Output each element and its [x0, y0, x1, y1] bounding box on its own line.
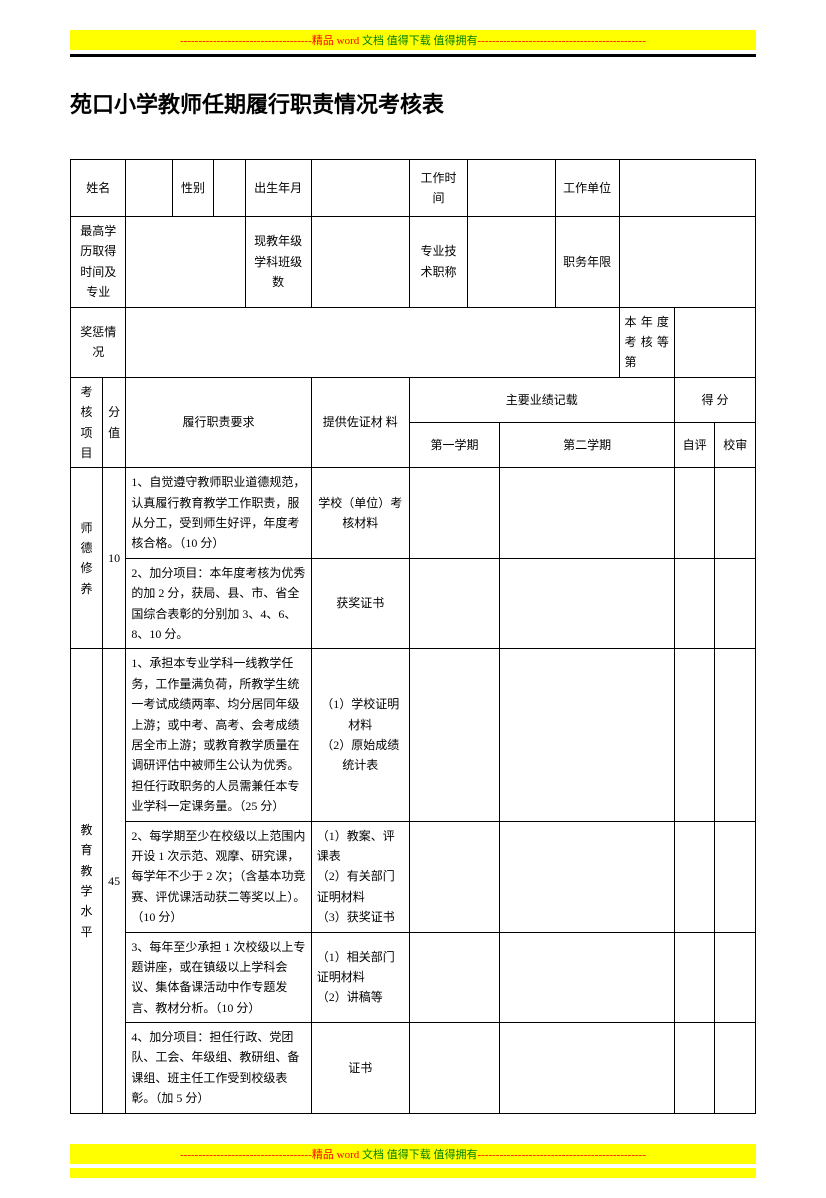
section1-row0-sem1	[409, 468, 500, 559]
section1-row0-ev: 学校（单位）考核材料	[311, 468, 409, 559]
section1-row0-sem2	[500, 468, 675, 559]
section2-row2-sem2	[500, 932, 675, 1023]
section2-row0-sem1	[409, 649, 500, 821]
val-gender	[213, 160, 245, 217]
label-workunit: 工作单位	[555, 160, 619, 217]
section2-row0-ev: （1）学校证明材料 （2）原始成绩统计表	[311, 649, 409, 821]
section1-row0-aud	[715, 468, 756, 559]
banner-word: word	[337, 35, 360, 47]
section2-row1-self	[674, 821, 714, 932]
label-yeargrade: 本年度考核等第	[619, 307, 674, 377]
label-protitle: 专业技术职称	[409, 217, 468, 308]
section2-row2-ev: （1）相关部门证明材料 （2）讲稿等	[311, 932, 409, 1023]
label-worktime: 工作时间	[409, 160, 468, 217]
banner2-prefix: 精品	[312, 1149, 334, 1161]
label-scoreval: 分值	[102, 377, 125, 468]
section2-row1-ev: （1）教案、评课表 （2）有关部门证明材料 （3）获奖证书	[311, 821, 409, 932]
label-dutyyears: 职务年限	[555, 217, 619, 308]
label-edu: 最高学历取得时间及专业	[71, 217, 126, 308]
section2-row0-req: 1、承担本专业学科一线教学任务，工作量满负荷，所教学生统一考试成绩两率、均分居同…	[126, 649, 311, 821]
top-rule	[70, 54, 756, 57]
assessment-table: 姓名 性别 出生年月 工作时间 工作单位 最高学历取得时间及专业 现教年级学科班…	[70, 159, 756, 1114]
label-schoolaudit: 校审	[715, 423, 756, 468]
label-dutyreq: 履行职责要求	[126, 377, 311, 468]
label-assessitem: 考核项目	[71, 377, 103, 468]
val-workunit	[619, 160, 755, 217]
section2-row0-aud	[715, 649, 756, 821]
section2-row3-ev: 证书	[311, 1023, 409, 1114]
label-mainrecord: 主要业绩记载	[409, 377, 674, 422]
label-sem2: 第二学期	[500, 423, 675, 468]
section1-name: 师德修养	[71, 468, 103, 649]
banner-prefix: 精品	[312, 35, 334, 47]
banner2-word: word	[337, 1149, 360, 1161]
val-teachgrade	[311, 217, 409, 308]
section2-row1-sem1	[409, 821, 500, 932]
section2-row3-sem1	[409, 1023, 500, 1114]
section2-row2-aud	[715, 932, 756, 1023]
section1-row1-sem2	[500, 558, 675, 649]
val-yeargrade	[674, 307, 755, 377]
banner-suffix: 文档 值得下载 值得拥有	[359, 35, 477, 47]
section2-row0-sem2	[500, 649, 675, 821]
val-name	[126, 160, 173, 217]
section2-name: 教育教学水平	[71, 649, 103, 1113]
label-birth: 出生年月	[245, 160, 311, 217]
section2-row2-sem1	[409, 932, 500, 1023]
section2-row3-self	[674, 1023, 714, 1114]
label-sem1: 第一学期	[409, 423, 500, 468]
banner-dash-left: ------------------------------------	[180, 35, 312, 47]
section2-row3-req: 4、加分项目：担任行政、党团队、工会、年级组、教研组、备课组、班主任工作受到校级…	[126, 1023, 311, 1114]
section1-row1-req: 2、加分项目：本年度考核为优秀的加 2 分，获局、县、市、省全国综合表彰的分别加…	[126, 558, 311, 649]
label-score: 得 分	[674, 377, 755, 422]
val-worktime	[468, 160, 555, 217]
bottom-banner: ------------------------------------精品 w…	[70, 1144, 756, 1164]
val-dutyyears	[619, 217, 755, 308]
label-rewards: 奖惩情况	[71, 307, 126, 377]
val-rewards	[126, 307, 619, 377]
banner2-suffix: 文档 值得下载 值得拥有	[359, 1149, 477, 1161]
banner2-dash-right: ----------------------------------------…	[477, 1149, 646, 1161]
banner-dash-right: ----------------------------------------…	[477, 35, 646, 47]
section1-row1-self	[674, 558, 714, 649]
section2-score: 45	[102, 649, 125, 1113]
val-birth	[311, 160, 409, 217]
val-protitle	[468, 217, 555, 308]
section2-row1-sem2	[500, 821, 675, 932]
section1-score: 10	[102, 468, 125, 649]
banner2-dash-left: ------------------------------------	[180, 1149, 312, 1161]
page-title: 苑口小学教师任期履行职责情况考核表	[70, 87, 756, 119]
section1-row1-sem1	[409, 558, 500, 649]
section1-row1-ev: 获奖证书	[311, 558, 409, 649]
section2-row3-aud	[715, 1023, 756, 1114]
label-teachgrade: 现教年级学科班级数	[245, 217, 311, 308]
section1-row1-aud	[715, 558, 756, 649]
label-name: 姓名	[71, 160, 126, 217]
top-banner: ------------------------------------精品 w…	[70, 30, 756, 50]
label-evidence: 提供佐证材 料	[311, 377, 409, 468]
section2-row1-aud	[715, 821, 756, 932]
section2-row3-sem2	[500, 1023, 675, 1114]
section2-row2-req: 3、每年至少承担 1 次校级以上专题讲座，或在镇级以上学科会议、集体备课活动中作…	[126, 932, 311, 1023]
section2-row1-req: 2、每学期至少在校级以上范围内开设 1 次示范、观摩、研究课，每学年不少于 2 …	[126, 821, 311, 932]
section2-row2-self	[674, 932, 714, 1023]
label-selfeval: 自评	[674, 423, 714, 468]
val-edu	[126, 217, 245, 308]
section2-row0-self	[674, 649, 714, 821]
bottom-banner-extra	[70, 1168, 756, 1178]
section1-row0-req: 1、自觉遵守教师职业道德规范，认真履行教育教学工作职责，服从分工，受到师生好评，…	[126, 468, 311, 559]
section1-row0-self	[674, 468, 714, 559]
label-gender: 性别	[173, 160, 213, 217]
